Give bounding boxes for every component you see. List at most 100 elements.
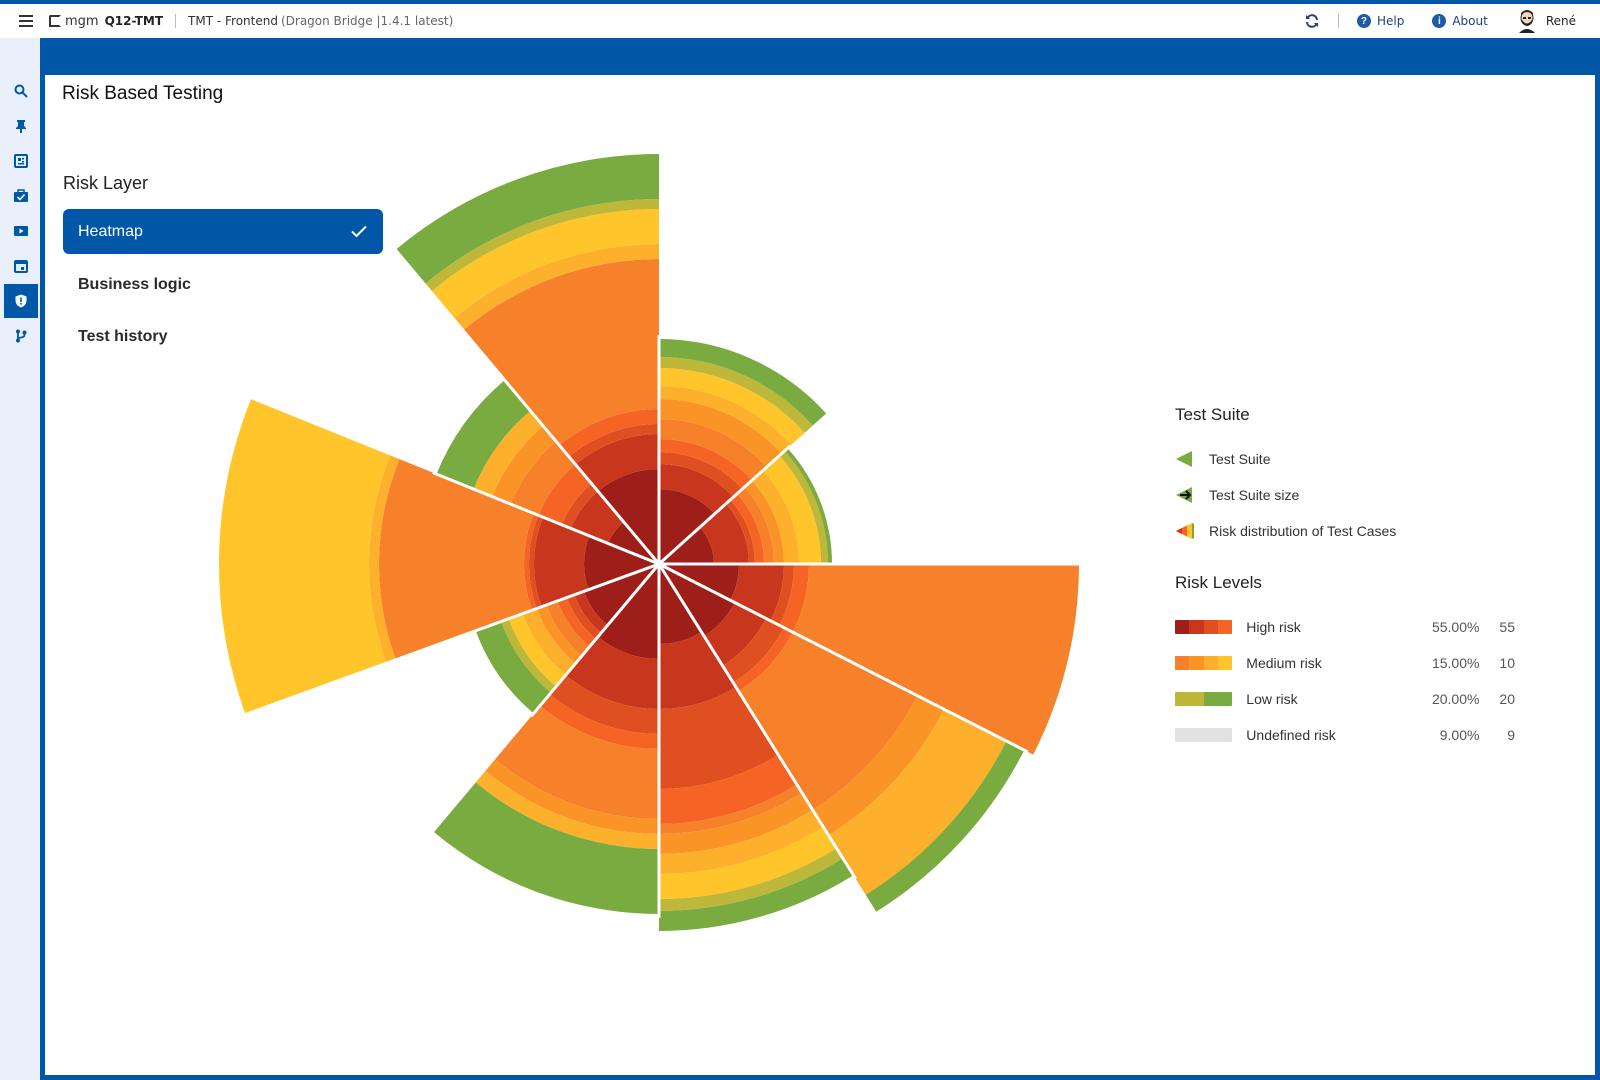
risk-layer-title: Risk Layer bbox=[63, 173, 149, 193]
about-link[interactable]: i About bbox=[1432, 14, 1488, 28]
risk-ring-medium-2 bbox=[536, 605, 582, 664]
test-suite-sector[interactable] bbox=[659, 564, 1025, 912]
risk-ring-low-2 bbox=[659, 858, 854, 931]
risk-ring-medium-1 bbox=[792, 564, 1079, 755]
risk-level-percent: 55.00% bbox=[1431, 619, 1480, 635]
page-title: Risk Based Testing bbox=[62, 83, 224, 104]
sidebar-item-calendar[interactable] bbox=[4, 249, 38, 283]
sector-separator bbox=[241, 562, 660, 718]
risk-level-count: 10 bbox=[1499, 655, 1515, 671]
test-suite-sector[interactable] bbox=[659, 448, 832, 564]
legend-item-risk-distribution: Risk distribution of Test Cases bbox=[1175, 520, 1396, 542]
sector-separator bbox=[391, 245, 661, 565]
sector-separator bbox=[657, 563, 857, 880]
divider bbox=[175, 14, 177, 28]
risk-ring-medium-2 bbox=[485, 759, 659, 834]
risk-ring-high-1 bbox=[659, 564, 702, 644]
risk-ring-low-1 bbox=[659, 848, 843, 911]
risk-ring-medium-3 bbox=[828, 709, 1007, 895]
dashboard-icon bbox=[14, 154, 28, 168]
risk-ring-high-1 bbox=[659, 489, 715, 564]
risk-ring-medium-4 bbox=[508, 613, 566, 687]
sidebar-item-branches[interactable] bbox=[4, 319, 38, 353]
risk-ring-medium-2 bbox=[659, 399, 782, 467]
sector-separator bbox=[658, 562, 1029, 754]
video-icon bbox=[14, 226, 28, 236]
legend-item-test-suite-size: Test Suite size bbox=[1175, 484, 1299, 506]
branch-icon bbox=[16, 329, 27, 343]
risk-ring-high-3 bbox=[725, 499, 755, 564]
risk-swatch bbox=[1175, 620, 1233, 634]
risk-level-undefined: Undefined risk 9.00% 9 bbox=[1175, 724, 1515, 746]
user-menu[interactable]: René bbox=[1516, 9, 1576, 33]
risk-ring-high-3 bbox=[529, 515, 544, 609]
risk-ring-medium-3 bbox=[473, 410, 544, 497]
risk-ring-medium-3 bbox=[659, 386, 792, 454]
risk-ring-high-3 bbox=[659, 686, 779, 789]
risk-ring-high-2 bbox=[575, 434, 659, 492]
risk-ring-high-1 bbox=[597, 564, 659, 659]
info-icon: i bbox=[1432, 14, 1447, 28]
test-suite-sector[interactable] bbox=[434, 564, 659, 914]
risk-swatch bbox=[1175, 692, 1233, 706]
user-name: René bbox=[1545, 14, 1576, 28]
sidebar-item-search[interactable] bbox=[4, 74, 38, 108]
layer-option-label: Test history bbox=[78, 327, 168, 345]
layer-option-business-logic[interactable]: Business logic bbox=[63, 262, 383, 307]
divider bbox=[1337, 14, 1339, 28]
risk-ring-high-3 bbox=[722, 618, 784, 683]
risk-level-percent: 9.00% bbox=[1439, 727, 1480, 743]
main-content: Risk Based Testing Risk Layer Heatmap Bu… bbox=[45, 75, 1595, 1075]
sector-separator bbox=[432, 471, 660, 566]
sync-icon[interactable] bbox=[1300, 9, 1324, 33]
project-selector[interactable]: TMT - Frontend (Dragon Bridge |1.4.1 late… bbox=[188, 14, 453, 28]
left-sidebar bbox=[0, 38, 40, 1080]
app-logo[interactable]: mgm Q12-TMT bbox=[49, 14, 163, 29]
risk-ring-medium-4 bbox=[659, 368, 805, 445]
risk-ring-low-2 bbox=[475, 621, 552, 714]
test-suite-sector[interactable] bbox=[659, 564, 854, 931]
risk-level-label: Medium risk bbox=[1246, 655, 1322, 671]
risk-ring-medium-2 bbox=[812, 695, 945, 836]
risk-ring-medium-1 bbox=[495, 705, 659, 819]
logo-text: mgm bbox=[65, 13, 99, 29]
project-detail: (Dragon Bridge |1.4.1 latest) bbox=[280, 14, 454, 28]
logo-mark-icon bbox=[49, 15, 61, 27]
test-suite-sector[interactable] bbox=[436, 380, 659, 564]
risk-radial-chart bbox=[219, 154, 1083, 931]
risk-ring-low-1 bbox=[659, 357, 813, 433]
sidebar-item-dashboard[interactable] bbox=[4, 144, 38, 178]
risk-level-label: Low risk bbox=[1246, 691, 1298, 707]
test-suite-legend-title: Test Suite bbox=[1175, 405, 1250, 424]
risk-ring-high-1 bbox=[584, 535, 659, 590]
risk-ring-medium-3 bbox=[751, 470, 799, 564]
layer-option-label: Heatmap bbox=[78, 222, 143, 240]
test-suite-sector[interactable] bbox=[475, 564, 659, 714]
risk-ring-high-4 bbox=[557, 597, 597, 647]
sidebar-item-executions[interactable] bbox=[4, 214, 38, 248]
risk-ring-high-1 bbox=[608, 521, 659, 564]
sidebar-item-pinned[interactable] bbox=[4, 109, 38, 143]
test-suite-sector[interactable] bbox=[395, 154, 659, 564]
risk-ring-medium-1 bbox=[659, 419, 767, 481]
layer-option-heatmap[interactable]: Heatmap bbox=[63, 209, 383, 254]
sidebar-item-test-cases[interactable] bbox=[4, 179, 38, 213]
legend-label: Risk distribution of Test Cases bbox=[1209, 523, 1397, 539]
test-suite-sector[interactable] bbox=[219, 399, 659, 715]
layer-option-test-history[interactable]: Test history bbox=[63, 314, 383, 359]
risk-ring-medium-3 bbox=[453, 244, 659, 331]
risk-ring-medium-3 bbox=[475, 770, 659, 849]
about-label: About bbox=[1452, 14, 1488, 28]
help-link[interactable]: ? Help bbox=[1356, 14, 1404, 28]
hamburger-menu-icon[interactable] bbox=[15, 10, 37, 32]
test-suite-sector[interactable] bbox=[659, 339, 827, 564]
risk-ring-high-4 bbox=[559, 409, 659, 457]
test-case-icon bbox=[14, 189, 28, 202]
risk-ring-medium-4 bbox=[763, 455, 821, 564]
legend-label: Test Suite size bbox=[1209, 487, 1300, 503]
risk-ring-medium-1 bbox=[659, 784, 803, 834]
risk-distribution-icon bbox=[1176, 523, 1194, 539]
legend-item-test-suite: Test Suite bbox=[1175, 448, 1270, 470]
sidebar-item-risk[interactable] bbox=[4, 284, 38, 318]
risk-ring-high-2 bbox=[704, 602, 766, 666]
